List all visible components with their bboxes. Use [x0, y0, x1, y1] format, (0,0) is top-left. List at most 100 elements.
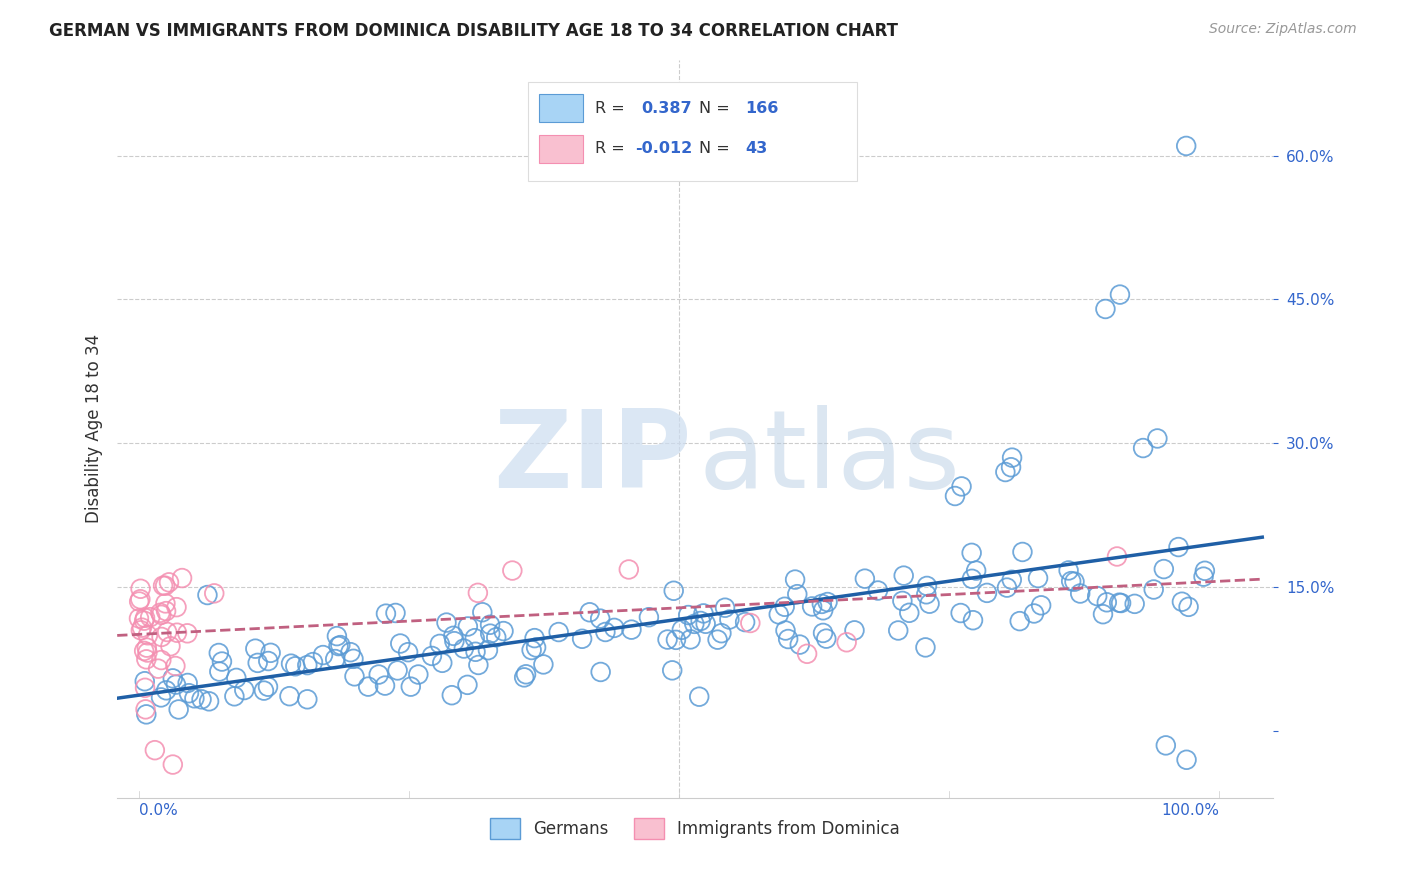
Point — [962, 613, 984, 627]
Point — [571, 632, 593, 646]
Text: 166: 166 — [745, 101, 778, 116]
Point — [162, 757, 184, 772]
Point — [278, 689, 301, 703]
Point — [357, 680, 380, 694]
Point — [960, 546, 983, 560]
Point — [853, 572, 876, 586]
Bar — [538, 135, 583, 163]
Point — [165, 659, 187, 673]
Point — [949, 606, 972, 620]
Point — [177, 686, 200, 700]
Point — [198, 694, 221, 708]
Point — [835, 635, 858, 649]
Point — [257, 680, 280, 694]
Point — [1008, 614, 1031, 628]
Point — [129, 624, 152, 638]
Point — [638, 610, 661, 624]
Point — [915, 587, 938, 601]
Point — [342, 652, 364, 666]
Point — [915, 579, 938, 593]
Point — [432, 656, 454, 670]
Point — [1123, 597, 1146, 611]
Point — [396, 645, 419, 659]
Point — [134, 674, 156, 689]
Point — [1177, 599, 1199, 614]
Point — [714, 600, 737, 615]
Point — [773, 599, 796, 614]
Point — [665, 632, 688, 647]
Point — [152, 579, 174, 593]
Point — [159, 639, 181, 653]
Point — [302, 655, 325, 669]
Point — [671, 623, 693, 637]
Point — [384, 606, 406, 620]
Point — [150, 653, 173, 667]
Point — [211, 655, 233, 669]
Point — [817, 595, 839, 609]
Point — [520, 643, 543, 657]
Point — [233, 683, 256, 698]
Point — [768, 607, 790, 622]
Point — [429, 637, 451, 651]
Point — [866, 583, 889, 598]
Point — [183, 691, 205, 706]
Point — [1143, 582, 1166, 597]
Point — [440, 688, 463, 702]
Point — [887, 624, 910, 638]
Text: 43: 43 — [745, 142, 768, 156]
Point — [326, 629, 349, 643]
Text: ZIP: ZIP — [494, 405, 692, 511]
Point — [796, 647, 818, 661]
FancyBboxPatch shape — [527, 82, 856, 181]
Text: R =: R = — [595, 101, 630, 116]
Point — [898, 606, 921, 620]
Point — [153, 579, 176, 593]
Point — [1060, 574, 1083, 588]
Text: Source: ZipAtlas.com: Source: ZipAtlas.com — [1209, 22, 1357, 37]
Point — [202, 586, 225, 600]
Point — [914, 640, 936, 655]
Point — [589, 612, 612, 626]
Point — [367, 667, 389, 681]
Point — [453, 641, 475, 656]
Point — [280, 657, 302, 671]
Point — [734, 615, 756, 629]
Point — [387, 664, 409, 678]
Point — [197, 588, 219, 602]
Point — [815, 632, 838, 646]
Point — [441, 629, 464, 643]
Point — [149, 606, 172, 620]
Point — [692, 607, 714, 621]
Point — [492, 624, 515, 638]
Point — [657, 632, 679, 647]
Point — [844, 624, 866, 638]
Point — [477, 643, 499, 657]
Point — [389, 636, 412, 650]
Point — [661, 664, 683, 678]
Point — [329, 638, 352, 652]
Point — [150, 607, 173, 622]
Point — [891, 594, 914, 608]
Point — [683, 616, 706, 631]
Point — [785, 573, 807, 587]
Point — [679, 632, 702, 647]
Point — [695, 616, 717, 631]
Point — [578, 605, 600, 619]
Point — [1001, 573, 1024, 587]
Point — [157, 575, 180, 590]
Point — [960, 572, 983, 586]
Point — [375, 607, 398, 621]
Point — [259, 646, 281, 660]
Y-axis label: Disability Age 18 to 34: Disability Age 18 to 34 — [86, 334, 103, 524]
Point — [208, 665, 231, 679]
Point — [1132, 441, 1154, 455]
Point — [1057, 564, 1080, 578]
Point — [143, 743, 166, 757]
Point — [464, 645, 486, 659]
Point — [589, 665, 612, 679]
Text: N =: N = — [699, 142, 734, 156]
Point — [1085, 589, 1108, 603]
Point — [374, 679, 396, 693]
Point — [135, 707, 157, 722]
Point — [134, 611, 156, 625]
